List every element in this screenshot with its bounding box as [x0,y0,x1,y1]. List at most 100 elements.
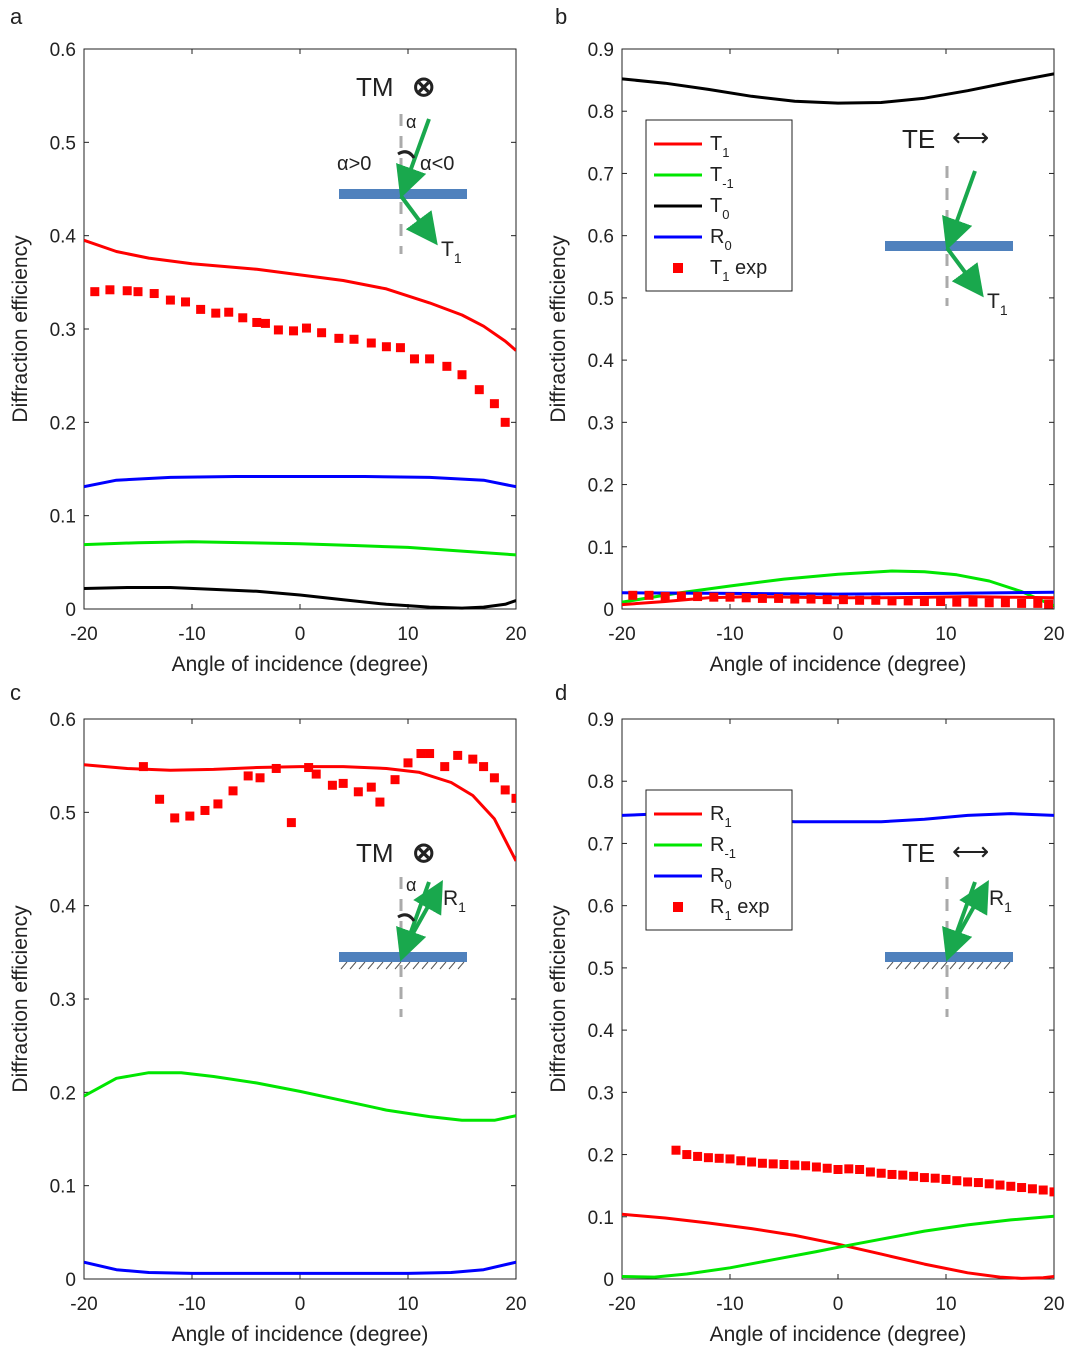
data-point [181,297,191,307]
data-point [952,597,962,607]
x-tick-label: 20 [1043,1294,1064,1315]
plot-area [84,238,516,610]
y-tick-label: 0.5 [588,289,614,310]
y-tick-label: 0.3 [50,990,76,1011]
data-point [489,399,499,409]
data-point [919,597,929,607]
data-point [304,763,314,773]
y-tick-label: 0.2 [50,413,76,434]
angle-arc [397,150,416,159]
x-tick-label: -10 [178,624,205,645]
mirror-hatch [931,961,939,970]
y-tick-label: 0.1 [50,1177,76,1198]
data-point [822,595,832,605]
mirror-hatch [1003,961,1011,970]
data-point [213,799,223,809]
y-tick-label: 0 [65,1270,76,1291]
x-axis-label: Angle of incidence (degree) [172,653,429,676]
data-point [511,793,516,803]
reflected-arrow [401,880,443,952]
data-point [693,1151,703,1161]
data-point [806,594,816,604]
data-point [228,786,238,796]
data-point [779,1160,789,1170]
data-point [1017,598,1027,608]
data-point [801,1161,811,1171]
data-point [703,1153,713,1163]
data-point [252,317,262,327]
data-point [489,773,499,783]
data-point [409,354,419,364]
angle-arc [397,913,416,922]
polarization-label: TM [356,838,394,868]
series-line-green [84,1071,516,1122]
alpha-positive-label: α>0 [337,153,371,175]
inset-diagram: T1 TE ⟷ [885,122,1013,318]
legend-label: T1 exp [710,257,767,284]
order-label: R1 [989,887,1012,915]
data-point [693,592,703,602]
legend-label: T-1 [710,164,734,191]
data-point [165,295,175,305]
data-point [768,1159,778,1169]
y-tick-label: 0.4 [588,351,615,372]
data-point [682,1150,692,1160]
data-point [338,778,348,788]
mirror-hatch [340,961,348,970]
te-polarization-icon: ⟷ [952,836,989,866]
data-point [196,304,206,314]
axes-frame [83,48,517,610]
legend: T1 T-1 T0 R0 T1 exp [645,119,793,292]
x-tick-label: -20 [70,1294,97,1315]
inset-diagram: T1 TM ⊗ α α>0 α<0 [337,71,467,266]
data-point [909,1171,919,1181]
data-point [855,595,865,605]
y-tick-label: 0 [65,600,76,621]
y-tick-label: 0.4 [50,227,77,248]
data-point [273,325,283,335]
legend-label: R1 [710,803,732,830]
polarization-label: TM [356,72,394,102]
series-line-black [622,72,1054,105]
data-point [671,1145,681,1155]
data-point [790,1160,800,1170]
data-point [871,595,881,605]
mirror-hatch [967,961,975,970]
x-tick-label: 20 [1043,624,1064,645]
data-point [327,780,337,790]
tm-polarization-icon: ⊗ [412,71,435,102]
panel-a: a -20 -10 0 10 20 0 0.1 0.2 0.3 0.4 0.5 0.6 Angle of … [9,4,527,676]
y-tick-label: 0 [603,600,614,621]
mirror-hatch [994,961,1002,970]
data-point [774,593,784,603]
y-tick-label: 0.1 [588,538,614,559]
mirror-hatch [448,961,456,970]
mirror-hatch [430,961,438,970]
y-tick-label: 0.5 [50,803,76,824]
data-point [170,813,180,823]
data-point [822,1163,832,1173]
legend-marker [673,263,683,273]
legend-marker [673,902,683,912]
data-point [442,361,452,371]
mirror-hatch [385,961,393,970]
mirror-hatch [886,961,894,970]
data-point [644,590,654,600]
data-point [500,417,510,427]
reflected-arrow [947,880,989,952]
y-axis-label: Diffraction efficiency [547,235,570,423]
x-tick-label: -10 [178,1294,205,1315]
alpha-negative-label: α<0 [420,153,454,175]
y-tick-label: 0 [603,1270,614,1291]
order-label: T1 [987,290,1008,318]
mirror-hatch [958,961,966,970]
data-point [790,594,800,604]
y-axis-label: Diffraction efficiency [547,905,570,1093]
data-point [479,762,489,772]
data-point [736,1156,746,1166]
y-tick-label: 0.6 [50,40,76,61]
plot-area [84,749,516,1275]
data-point [243,771,253,781]
mirror-hatch [349,961,357,970]
x-tick-label: 20 [505,1294,526,1315]
